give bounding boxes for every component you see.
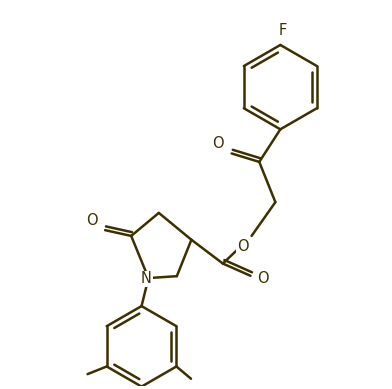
Text: O: O (237, 239, 249, 254)
Text: F: F (278, 23, 287, 38)
Text: O: O (87, 213, 98, 228)
Text: O: O (258, 272, 269, 286)
Text: O: O (212, 136, 224, 151)
Text: N: N (141, 272, 152, 286)
